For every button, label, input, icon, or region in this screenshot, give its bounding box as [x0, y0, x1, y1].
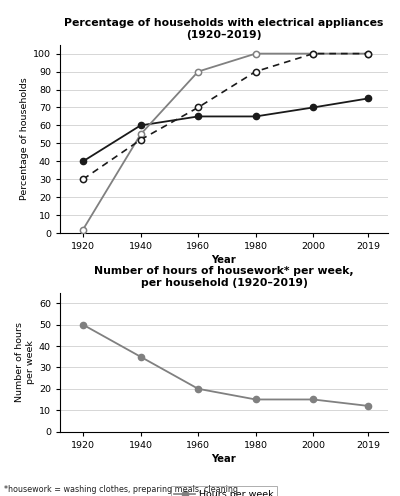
Text: *housework = washing clothes, preparing meals, cleaning: *housework = washing clothes, preparing … [4, 485, 238, 494]
Legend: Hours per week: Hours per week [171, 486, 277, 496]
Title: Percentage of households with electrical appliances
(1920–2019): Percentage of households with electrical… [64, 18, 384, 40]
Y-axis label: Percentage of households: Percentage of households [20, 77, 29, 200]
X-axis label: Year: Year [212, 255, 236, 265]
Y-axis label: Number of hours
per week: Number of hours per week [15, 322, 35, 402]
Legend: Washing machine, Refrigerator, Vacuum cleaner: Washing machine, Refrigerator, Vacuum cl… [82, 294, 366, 310]
Title: Number of hours of housework* per week,
per household (1920–2019): Number of hours of housework* per week, … [94, 266, 354, 288]
X-axis label: Year: Year [212, 454, 236, 464]
